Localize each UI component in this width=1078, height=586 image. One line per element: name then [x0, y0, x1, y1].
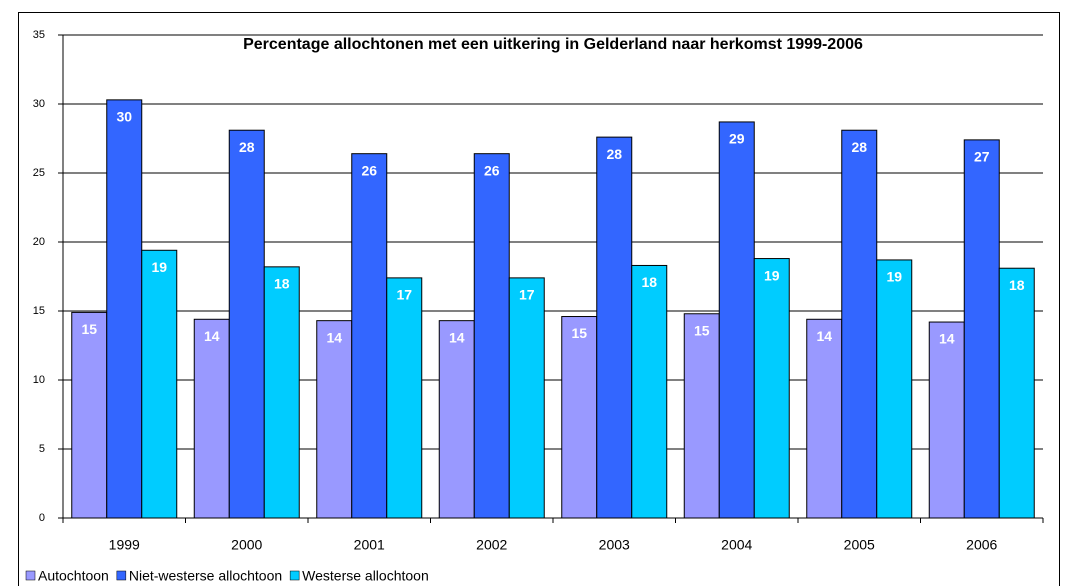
bar — [876, 259, 913, 519]
chart-border — [18, 12, 1060, 586]
bar — [631, 264, 668, 519]
x-tick-label: 2006 — [966, 537, 997, 553]
x-tick-label: 2004 — [721, 537, 752, 553]
bar — [841, 129, 878, 519]
data-label: 26 — [484, 162, 500, 178]
data-label: 14 — [204, 328, 220, 344]
legend-swatch — [116, 570, 127, 581]
bar — [263, 266, 300, 519]
data-label: 27 — [974, 149, 990, 165]
bar — [683, 313, 720, 519]
x-tick-label: 2003 — [599, 537, 630, 553]
bar — [141, 249, 178, 519]
legend-label: Autochtoon — [38, 568, 109, 584]
bar — [473, 153, 510, 519]
y-tick-label: 0 — [39, 512, 45, 524]
data-label: 14 — [939, 331, 955, 347]
data-label: 26 — [361, 162, 377, 178]
legend-swatch — [25, 570, 36, 581]
bar — [193, 318, 230, 519]
data-label: 14 — [449, 329, 465, 345]
bar — [561, 316, 598, 519]
data-label: 17 — [396, 287, 412, 303]
data-label: 15 — [81, 321, 97, 337]
bar — [71, 311, 108, 519]
legend-label: Niet-westerse allochtoon — [129, 568, 282, 584]
y-tick-label: 10 — [33, 374, 45, 386]
bar — [351, 153, 388, 519]
bar — [596, 136, 633, 519]
data-label: 28 — [606, 146, 622, 162]
bar — [928, 321, 965, 519]
data-label: 19 — [764, 267, 780, 283]
bar — [228, 129, 265, 519]
data-label: 19 — [886, 269, 902, 285]
data-label: 14 — [326, 329, 342, 345]
chart-title: Percentage allochtonen met een uitkering… — [243, 36, 863, 53]
bar — [998, 267, 1035, 519]
data-label: 29 — [729, 131, 745, 147]
x-tick-label: 2005 — [844, 537, 875, 553]
data-label: 18 — [1009, 277, 1025, 293]
data-label: 15 — [694, 322, 710, 338]
data-label: 19 — [151, 259, 167, 275]
data-label: 15 — [571, 325, 587, 341]
data-label: 28 — [851, 139, 867, 155]
bar — [106, 99, 143, 519]
bar — [718, 121, 755, 519]
bar — [806, 318, 843, 519]
y-tick-label: 20 — [33, 236, 45, 248]
y-tick-label: 25 — [33, 167, 45, 179]
data-label: 18 — [274, 276, 290, 292]
data-label: 17 — [519, 287, 535, 303]
x-tick-label: 2000 — [231, 537, 262, 553]
y-tick-label: 5 — [39, 443, 45, 455]
x-tick-label: 1999 — [109, 537, 140, 553]
bar — [386, 277, 423, 519]
y-tick-label: 30 — [33, 98, 45, 110]
bar — [963, 139, 1000, 519]
legend-swatch — [289, 570, 300, 581]
x-tick-label: 2001 — [354, 537, 385, 553]
data-label: 28 — [239, 139, 255, 155]
data-label: 18 — [641, 274, 657, 290]
legend-label: Westerse allochtoon — [302, 568, 429, 584]
bar — [438, 320, 475, 519]
y-tick-label: 35 — [33, 29, 45, 41]
x-tick-label: 2002 — [476, 537, 507, 553]
data-label: 30 — [116, 109, 132, 125]
y-tick-label: 15 — [33, 305, 45, 317]
data-label: 14 — [816, 328, 832, 344]
bar — [508, 277, 545, 519]
bar — [316, 320, 353, 519]
bar — [753, 258, 790, 519]
